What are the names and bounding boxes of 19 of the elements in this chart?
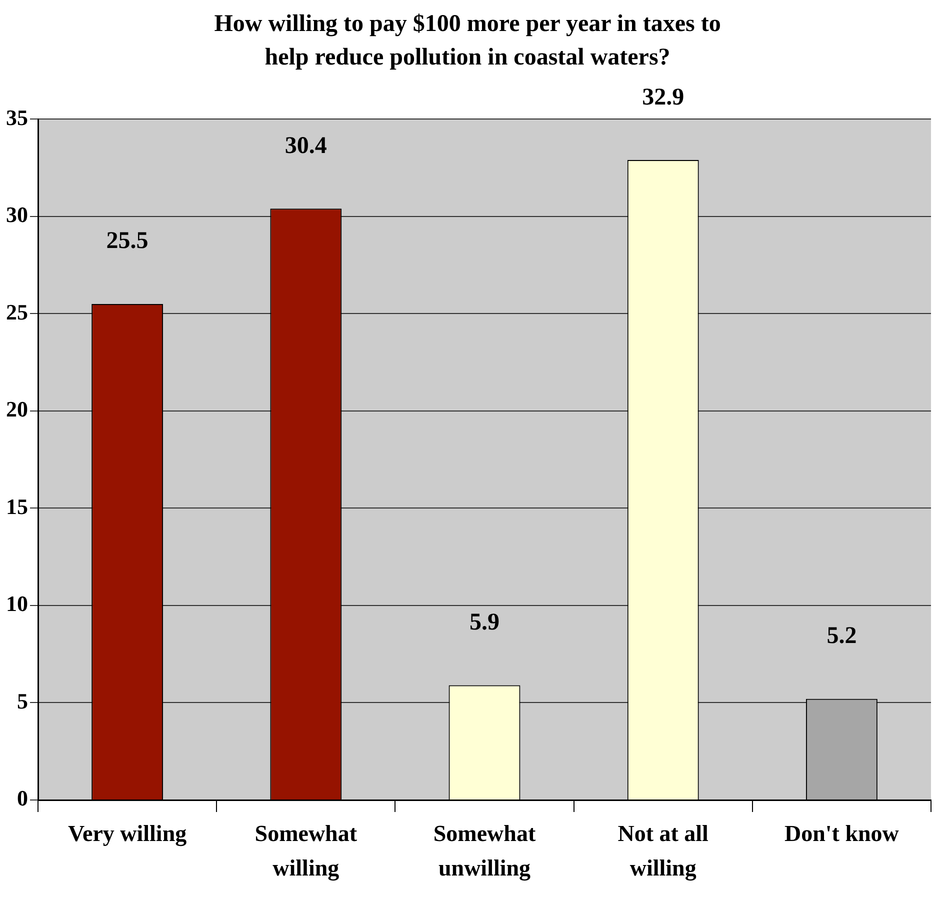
data-label: 25.5	[106, 228, 148, 254]
x-tick-label: Not at all willing	[618, 821, 708, 882]
x-tick-label: Very willing	[68, 821, 188, 848]
data-label: 32.9	[642, 84, 684, 110]
y-tick-label: 5	[17, 688, 28, 714]
chart-title: How willing to pay $100 more per year in taxes to help reduce pollution in coastal waters?	[214, 11, 721, 71]
x-tick-label: Don't know	[784, 821, 900, 846]
data-label: 30.4	[284, 132, 327, 159]
y-tick-label: 20	[6, 396, 28, 422]
y-tick-label: 30	[6, 202, 28, 228]
y-tick-label: 10	[6, 591, 28, 616]
y-tick-label: 25	[6, 299, 28, 324]
x-tick-label: Somewhat willing	[254, 821, 358, 882]
y-tick-label: 15	[6, 494, 28, 519]
x-tick-label: Somewhat unwilling	[433, 821, 536, 882]
data-label: 5.2	[826, 623, 857, 650]
y-tick-label: 0	[17, 786, 28, 811]
y-tick-label: 35	[6, 104, 28, 130]
data-label: 5.9	[470, 609, 500, 636]
